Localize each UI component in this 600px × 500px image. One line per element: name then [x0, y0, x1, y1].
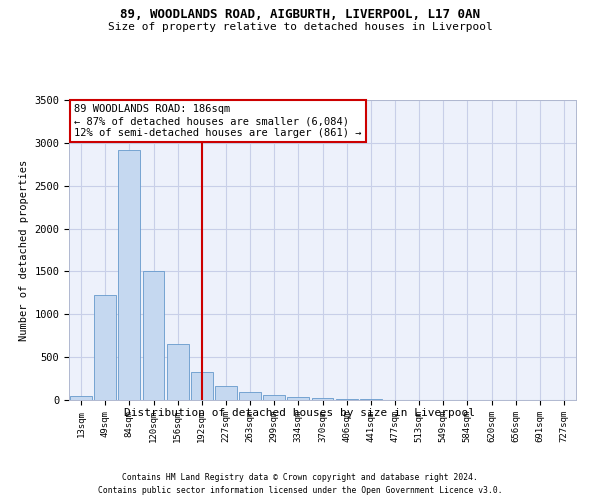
- Bar: [143, 270, 164, 400]
- Bar: [191, 372, 212, 400]
- Bar: [336, 398, 358, 400]
- Bar: [118, 150, 140, 400]
- Text: Contains HM Land Registry data © Crown copyright and database right 2024.: Contains HM Land Registry data © Crown c…: [122, 472, 478, 482]
- Bar: [94, 294, 116, 400]
- Text: Contains public sector information licensed under the Open Government Licence v3: Contains public sector information licen…: [98, 486, 502, 495]
- Text: 89 WOODLANDS ROAD: 186sqm
← 87% of detached houses are smaller (6,084)
12% of se: 89 WOODLANDS ROAD: 186sqm ← 87% of detac…: [74, 104, 362, 138]
- Text: Distribution of detached houses by size in Liverpool: Distribution of detached houses by size …: [125, 408, 476, 418]
- Y-axis label: Number of detached properties: Number of detached properties: [19, 160, 29, 340]
- Bar: [360, 399, 382, 400]
- Text: Size of property relative to detached houses in Liverpool: Size of property relative to detached ho…: [107, 22, 493, 32]
- Bar: [287, 398, 309, 400]
- Text: 89, WOODLANDS ROAD, AIGBURTH, LIVERPOOL, L17 0AN: 89, WOODLANDS ROAD, AIGBURTH, LIVERPOOL,…: [120, 8, 480, 20]
- Bar: [215, 386, 237, 400]
- Bar: [167, 344, 188, 400]
- Bar: [239, 392, 261, 400]
- Bar: [70, 396, 92, 400]
- Bar: [311, 398, 334, 400]
- Bar: [263, 395, 285, 400]
